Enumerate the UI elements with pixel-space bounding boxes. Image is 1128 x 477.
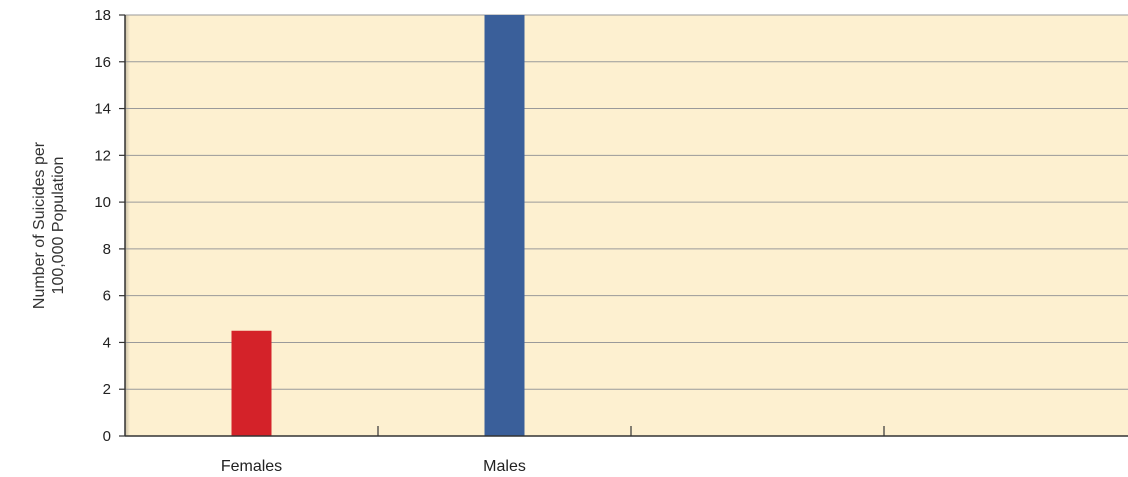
- plot-background: [125, 15, 1128, 436]
- y-tick-label: 14: [94, 101, 111, 118]
- y-tick-label: 6: [103, 288, 111, 305]
- y-axis-label: Number of Suicides per 100,000 Population: [31, 141, 67, 309]
- bar-females: [231, 330, 272, 436]
- bar-males: [484, 15, 525, 436]
- y-tick-label: 8: [103, 241, 111, 258]
- y-tick-label: 10: [94, 194, 111, 211]
- y-tick-label: 12: [94, 147, 111, 164]
- y-tick-label: 0: [103, 428, 111, 445]
- x-category-label: Females: [221, 458, 282, 475]
- x-category-label: Males: [483, 458, 526, 475]
- y-axis-label-line: 100,000 Population: [50, 157, 67, 295]
- y-tick-label: 4: [103, 334, 111, 351]
- y-tick-label: 18: [94, 7, 111, 24]
- y-axis-label-line: Number of Suicides per: [31, 141, 48, 309]
- plot-shadow-left: [125, 15, 130, 436]
- y-tick-label: 2: [103, 381, 111, 398]
- y-tick-label: 16: [94, 54, 111, 71]
